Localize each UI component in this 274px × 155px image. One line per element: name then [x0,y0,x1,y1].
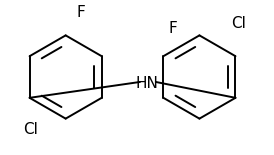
Text: F: F [76,5,85,20]
Text: HN: HN [135,76,158,91]
Text: F: F [168,21,177,36]
Text: Cl: Cl [24,122,38,137]
Text: Cl: Cl [231,16,246,31]
